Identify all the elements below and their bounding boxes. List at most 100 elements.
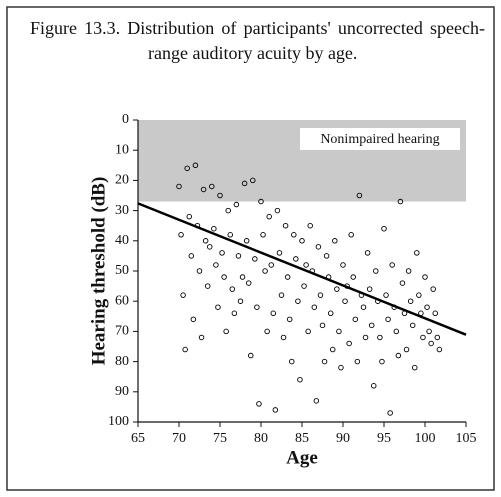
data-point: [235, 253, 242, 259]
data-point: [436, 346, 443, 353]
y-tick-label: 50: [115, 263, 129, 278]
data-point: [422, 274, 428, 280]
data-point: [366, 286, 373, 292]
data-point: [412, 364, 418, 371]
data-point: [362, 334, 369, 341]
data-point: [280, 334, 287, 341]
data-point: [264, 328, 270, 335]
data-point: [432, 310, 439, 317]
data-point: [348, 232, 354, 238]
data-point: [278, 292, 285, 298]
data-point: [338, 364, 344, 371]
data-point: [198, 334, 205, 341]
data-point: [250, 177, 256, 184]
data-point: [403, 346, 410, 353]
data-point: [274, 207, 281, 214]
data-point: [397, 198, 404, 205]
data-point: [276, 250, 283, 256]
data-point: [176, 183, 182, 190]
x-tick-label: 95: [377, 431, 391, 446]
y-tick-label: 100: [108, 414, 129, 429]
annotation: Nonimpaired hearing: [320, 132, 439, 147]
data-point: [270, 310, 277, 317]
figure-caption: Figure 13.3. Distribution of participant…: [30, 18, 485, 63]
data-point: [245, 280, 252, 286]
data-point: [231, 310, 238, 317]
data-point: [385, 316, 391, 323]
data-point: [407, 298, 414, 304]
data-point: [260, 232, 266, 238]
y-tick-label: 20: [115, 173, 129, 188]
x-tick-label: 80: [254, 431, 268, 446]
data-point: [334, 286, 340, 292]
data-point: [217, 192, 223, 199]
data-point: [342, 298, 348, 304]
x-tick-label: 65: [131, 431, 145, 446]
data-point: [321, 358, 328, 365]
x-tick-label: 90: [336, 431, 350, 446]
data-point: [327, 310, 334, 317]
data-point: [319, 322, 326, 329]
x-tick-label: 75: [213, 431, 227, 446]
data-point: [256, 401, 262, 407]
data-point: [428, 340, 434, 347]
data-point: [381, 225, 387, 232]
data-point: [289, 358, 295, 365]
data-point: [414, 250, 420, 256]
data-point: [188, 253, 195, 259]
data-point: [354, 358, 361, 365]
data-point: [225, 207, 231, 214]
data-point: [284, 274, 291, 280]
data-point: [202, 238, 209, 244]
data-point: [305, 328, 311, 335]
y-tick-label: 40: [115, 233, 129, 248]
data-point: [295, 298, 301, 304]
data-point: [299, 238, 305, 244]
y-tick-label: 60: [115, 293, 129, 308]
data-point: [293, 256, 299, 262]
data-point: [221, 274, 227, 280]
data-point: [409, 322, 416, 329]
data-point: [180, 292, 186, 298]
data-point: [377, 334, 383, 341]
data-point: [311, 304, 318, 310]
x-tick-label: 100: [415, 431, 436, 446]
data-point: [266, 213, 272, 220]
annotation-box: [300, 128, 460, 150]
data-point: [254, 304, 260, 310]
data-point: [323, 253, 330, 259]
data-point: [340, 262, 346, 268]
data-point: [223, 328, 229, 335]
data-point: [182, 346, 188, 353]
data-point: [330, 346, 336, 353]
data-point: [241, 180, 248, 187]
data-point: [268, 262, 275, 268]
data-point: [368, 322, 375, 329]
data-point: [416, 292, 422, 298]
data-point: [213, 262, 219, 268]
data-point: [350, 274, 357, 280]
data-point: [233, 201, 240, 208]
data-point: [317, 292, 324, 298]
data-point: [286, 316, 293, 323]
data-point: [239, 274, 246, 280]
data-point: [247, 352, 254, 359]
data-point: [393, 328, 400, 335]
data-point: [282, 222, 289, 229]
data-point: [315, 244, 322, 250]
data-point: [184, 165, 190, 172]
y-tick-label: 90: [115, 384, 129, 399]
data-point: [186, 213, 192, 220]
data-point: [237, 298, 244, 304]
data-point: [434, 334, 441, 341]
data-point: [291, 232, 297, 238]
frame: [6, 6, 495, 491]
y-tick-label: 30: [115, 203, 129, 218]
data-point: [200, 186, 207, 193]
data-point: [227, 232, 233, 238]
data-point: [211, 225, 217, 232]
y-tick-label: 0: [122, 112, 129, 127]
data-point: [313, 398, 320, 404]
